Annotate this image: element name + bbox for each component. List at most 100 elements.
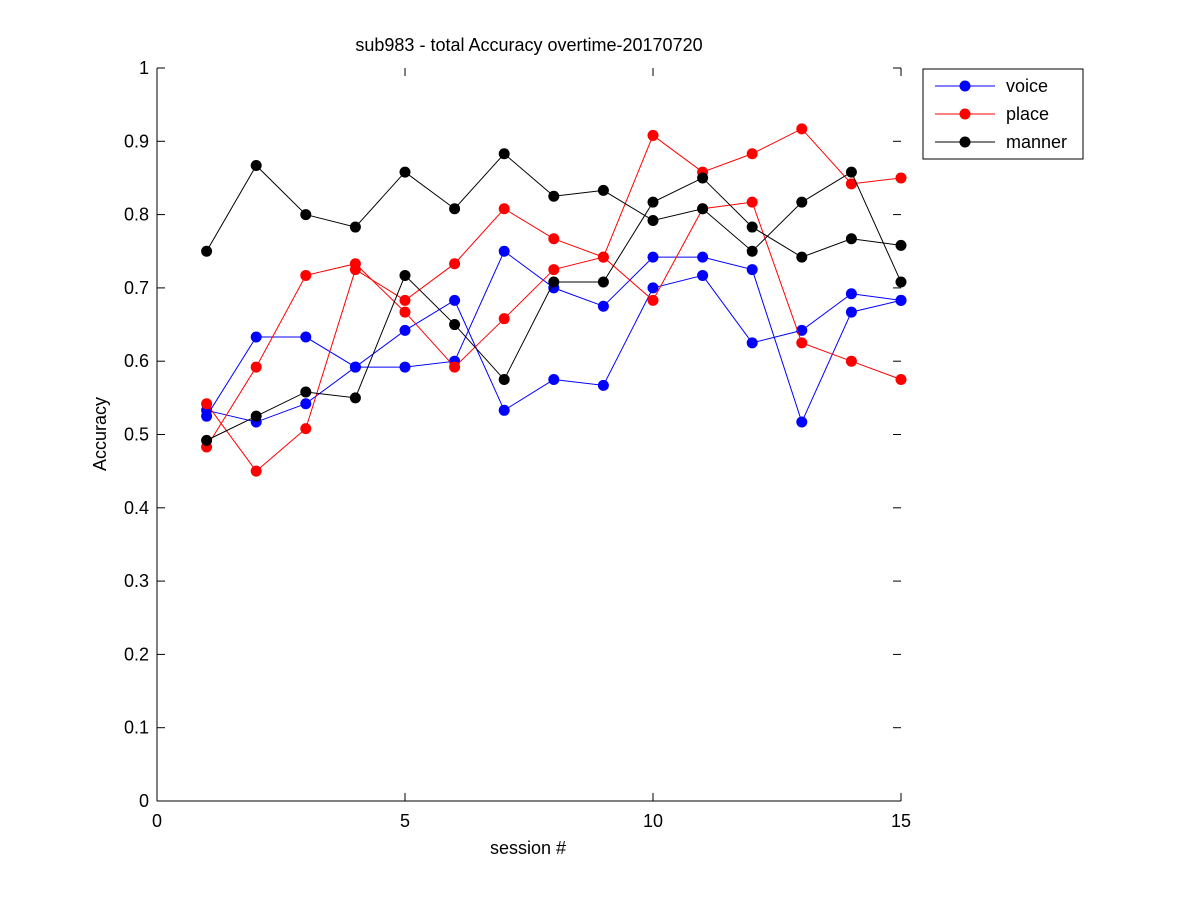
legend-item-manner: manner [935, 132, 1067, 152]
data-point-voice [498, 245, 510, 257]
series-line-voice [206, 274, 902, 423]
data-point-manner [449, 319, 461, 331]
x-axis: 0 5 10 15 [152, 68, 911, 831]
legend-marker [959, 108, 971, 120]
data-point-voice [647, 282, 659, 294]
data-point-manner [548, 190, 560, 202]
legend-item-voice: voice [935, 76, 1048, 96]
data-point-voice [548, 374, 560, 386]
data-point-manner [647, 196, 659, 208]
data-point-manner [399, 166, 411, 178]
data-point-manner [399, 269, 411, 281]
data-point-manner [895, 239, 907, 251]
data-point-place [796, 123, 808, 135]
chart-title: sub983 - total Accuracy overtime-2017072… [355, 35, 702, 55]
data-point-manner [300, 386, 312, 398]
data-point-place [399, 294, 411, 306]
plot-area [201, 123, 907, 477]
data-point-voice [399, 324, 411, 336]
data-point-manner [498, 148, 510, 160]
data-point-voice [300, 331, 312, 343]
y-tick-label: 0.6 [124, 351, 149, 371]
data-point-voice [845, 306, 857, 318]
data-point-manner [845, 233, 857, 245]
data-point-place [845, 178, 857, 190]
data-point-manner [597, 184, 609, 196]
data-point-voice [746, 264, 758, 276]
data-point-manner [895, 276, 907, 288]
data-point-place [498, 203, 510, 215]
data-point-voice [697, 251, 709, 263]
data-point-place [300, 423, 312, 435]
data-point-place [250, 361, 262, 373]
data-point-voice [845, 288, 857, 300]
x-tick-label: 0 [152, 811, 162, 831]
data-point-manner [746, 245, 758, 257]
data-point-voice [597, 379, 609, 391]
data-point-voice [796, 324, 808, 336]
data-point-place [498, 313, 510, 325]
data-point-manner [349, 221, 361, 233]
data-point-place [845, 355, 857, 367]
data-point-manner [449, 203, 461, 215]
series-place [201, 123, 907, 477]
data-point-manner [498, 374, 510, 386]
data-point-place [449, 258, 461, 270]
data-point-voice [895, 294, 907, 306]
data-point-place [746, 148, 758, 160]
y-axis: 0 0.1 0.2 0.3 0.4 0.5 0.6 0.7 0.8 0.9 1 [124, 58, 901, 811]
y-tick-label: 0.2 [124, 644, 149, 664]
data-point-voice [796, 416, 808, 428]
legend-label: voice [1006, 76, 1048, 96]
data-point-place [895, 172, 907, 184]
data-point-manner [250, 159, 262, 171]
series-manner [201, 148, 907, 446]
data-point-manner [697, 172, 709, 184]
y-tick-label: 0.9 [124, 131, 149, 151]
data-point-manner [796, 251, 808, 263]
data-point-place [647, 294, 659, 306]
data-point-place [250, 465, 262, 477]
data-point-place [449, 361, 461, 373]
data-point-manner [746, 221, 758, 233]
y-tick-label: 0.5 [124, 425, 149, 445]
y-tick-label: 0.7 [124, 278, 149, 298]
legend-marker [959, 80, 971, 92]
data-point-manner [647, 214, 659, 226]
x-tick-label: 15 [891, 811, 911, 831]
data-point-manner [697, 203, 709, 215]
x-axis-label: session # [490, 838, 566, 858]
legend: voice place manner [922, 68, 1084, 160]
data-point-place [399, 306, 411, 318]
data-point-place [201, 398, 213, 410]
data-point-voice [449, 294, 461, 306]
data-point-place [647, 129, 659, 141]
legend-label: place [1006, 104, 1049, 124]
y-tick-label: 1 [139, 58, 149, 78]
data-point-place [895, 374, 907, 386]
data-point-voice [300, 398, 312, 410]
data-point-manner [548, 276, 560, 288]
data-point-voice [597, 300, 609, 312]
y-tick-label: 0.4 [124, 498, 149, 518]
data-point-place [300, 269, 312, 281]
data-point-place [548, 264, 560, 276]
data-point-voice [498, 404, 510, 416]
y-axis-label: Accuracy [90, 397, 110, 471]
series-voice [201, 245, 907, 428]
y-tick-label: 0 [139, 791, 149, 811]
series-line-manner [206, 177, 902, 441]
data-point-manner [201, 434, 213, 446]
data-point-place [548, 233, 560, 245]
legend-item-place: place [935, 104, 1049, 124]
data-point-manner [250, 410, 262, 422]
data-point-voice [647, 251, 659, 263]
y-tick-label: 0.8 [124, 205, 149, 225]
data-point-place [597, 251, 609, 263]
data-point-manner [597, 276, 609, 288]
data-point-voice [250, 331, 262, 343]
x-tick-label: 10 [643, 811, 663, 831]
legend-label: manner [1006, 132, 1067, 152]
series-line-manner [206, 153, 902, 283]
